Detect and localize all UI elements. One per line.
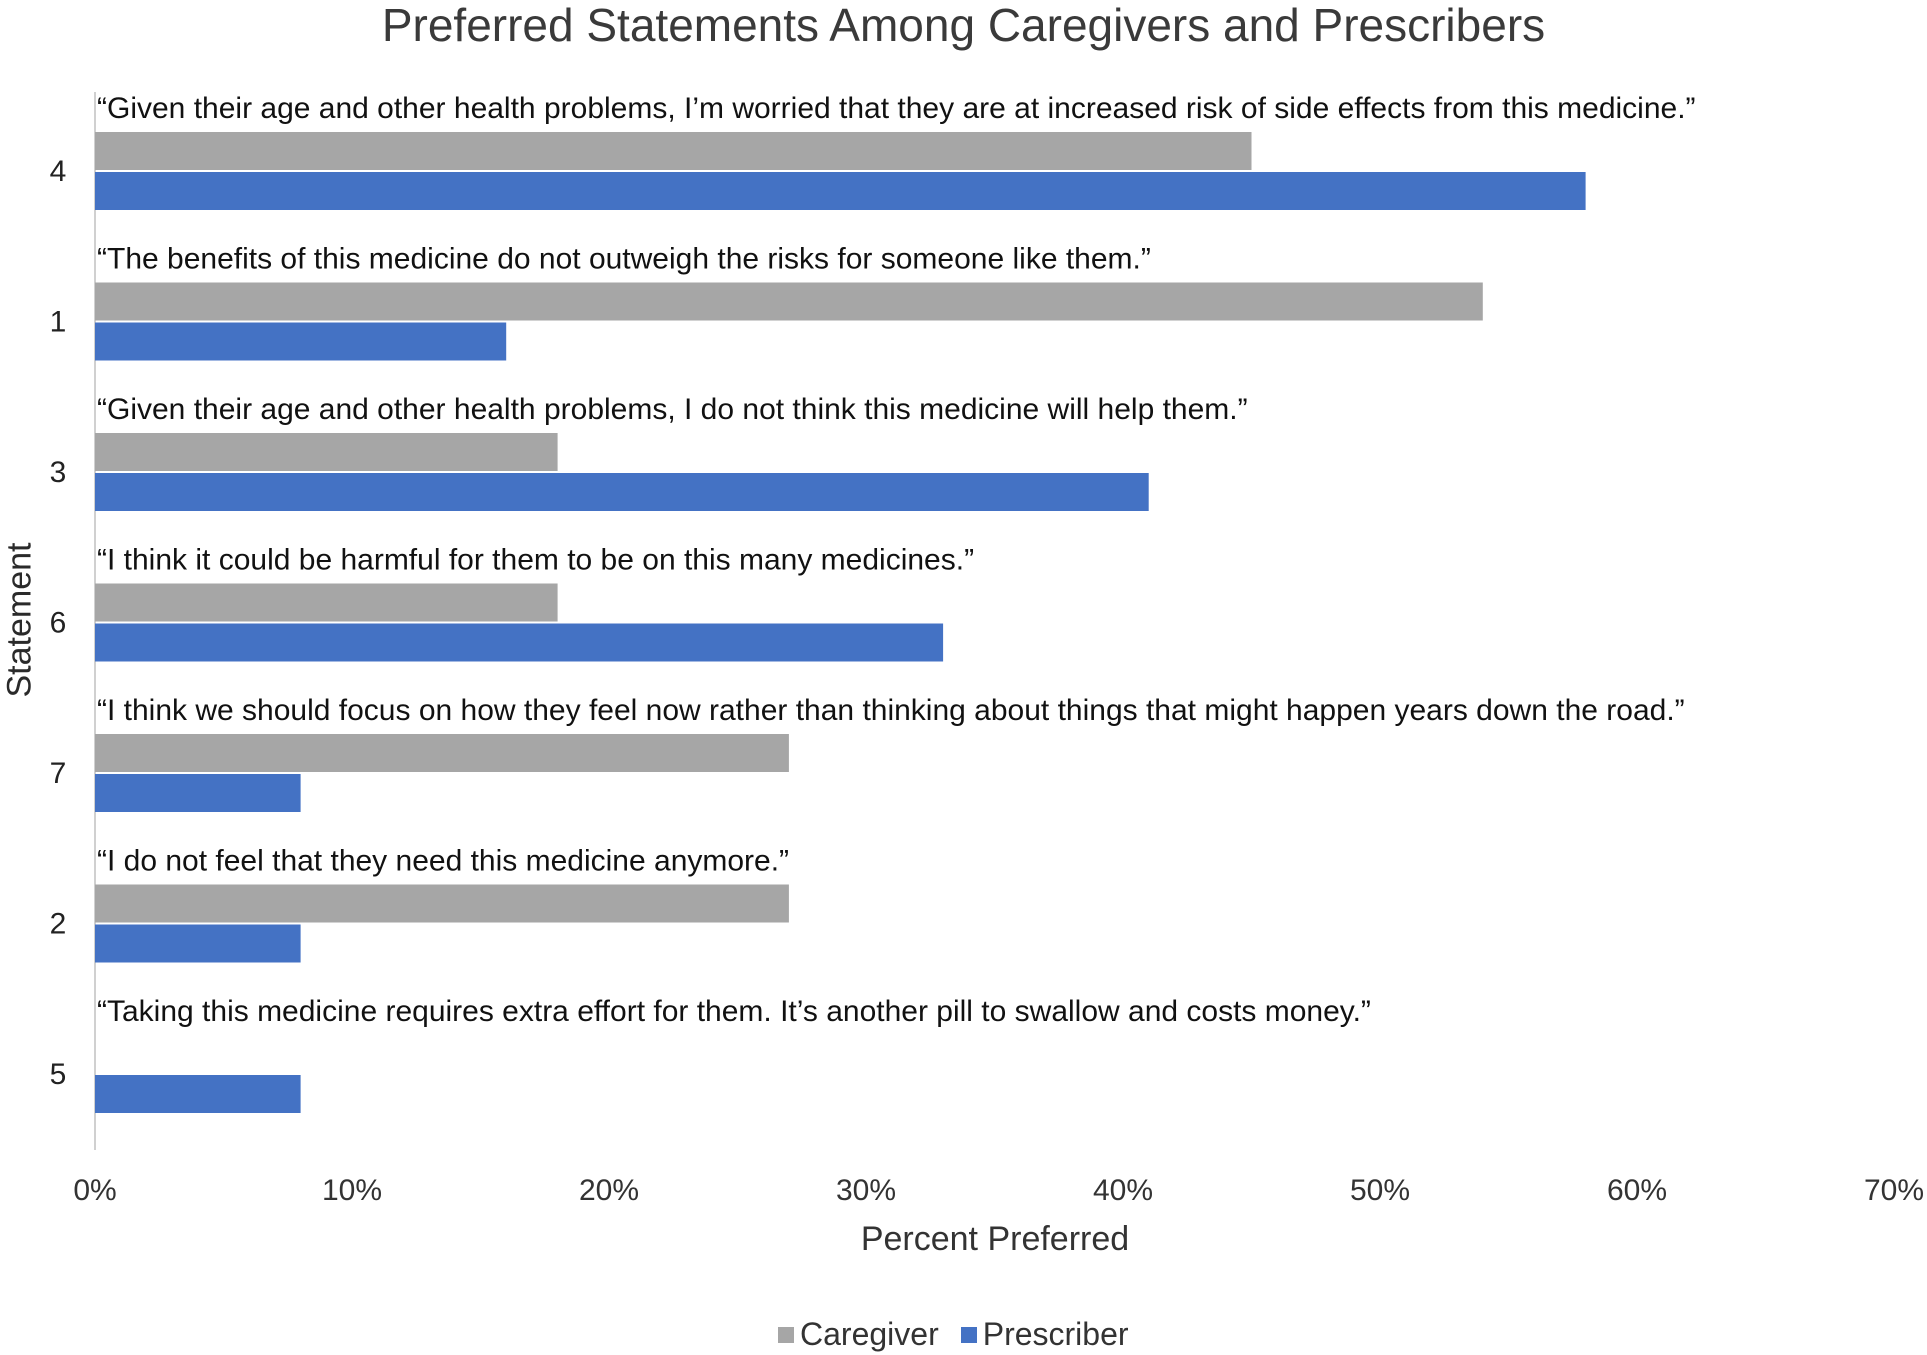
legend: Caregiver Prescriber	[778, 1316, 1151, 1353]
legend-label-prescriber: Prescriber	[982, 1316, 1129, 1352]
bar-prescriber-6	[95, 623, 944, 662]
bar-caregiver-3	[95, 433, 558, 471]
bar-prescriber-1	[95, 322, 507, 361]
x-tick-label: 0%	[73, 1174, 116, 1207]
y-tick-label: 2	[50, 908, 67, 941]
legend-label-caregiver: Caregiver	[800, 1316, 939, 1352]
x-tick-label: 70%	[1864, 1174, 1924, 1207]
x-tick-label: 30%	[836, 1174, 896, 1207]
bar-caregiver-4	[95, 132, 1252, 170]
y-tick-label: 1	[50, 306, 67, 339]
statement-label: “Given their age and other health proble…	[97, 393, 1248, 426]
y-tick-label: 5	[50, 1058, 67, 1091]
legend-item-prescriber: Prescriber	[960, 1316, 1129, 1353]
statement-label: “I think it could be harmful for them to…	[97, 544, 974, 577]
y-tick-label: 6	[50, 607, 67, 640]
bar-prescriber-2	[95, 924, 301, 963]
x-tick-label: 60%	[1607, 1174, 1667, 1207]
x-tick-label: 40%	[1093, 1174, 1153, 1207]
y-tick-label: 3	[50, 456, 67, 489]
bar-caregiver-7	[95, 734, 789, 772]
bar-prescriber-5	[95, 1075, 301, 1113]
y-tick-label: 7	[50, 757, 67, 790]
x-axis-title: Percent Preferred	[860, 1220, 1130, 1258]
chart-title: Preferred Statements Among Caregivers an…	[381, 0, 1546, 51]
statement-label: “The benefits of this medicine do not ou…	[97, 243, 1151, 276]
bar-caregiver-2	[95, 884, 789, 923]
bar-caregiver-6	[95, 583, 558, 622]
statement-label: “I think we should focus on how they fee…	[97, 694, 1685, 727]
x-tick-label: 50%	[1350, 1174, 1410, 1207]
statement-label: “Given their age and other health proble…	[97, 92, 1696, 125]
bar-prescriber-7	[95, 774, 301, 812]
bar-prescriber-3	[95, 473, 1149, 511]
bar-caregiver-1	[95, 282, 1483, 321]
x-tick-label: 20%	[579, 1174, 639, 1207]
y-tick-label: 4	[50, 155, 67, 188]
statement-label: “I do not feel that they need this medic…	[97, 845, 789, 878]
x-tick-label: 10%	[322, 1174, 382, 1207]
bar-prescriber-4	[95, 172, 1586, 210]
legend-swatch-caregiver	[778, 1326, 794, 1343]
statement-label: “Taking this medicine requires extra eff…	[97, 995, 1371, 1028]
legend-swatch-prescriber	[960, 1326, 977, 1343]
legend-item-caregiver: Caregiver	[778, 1316, 939, 1353]
